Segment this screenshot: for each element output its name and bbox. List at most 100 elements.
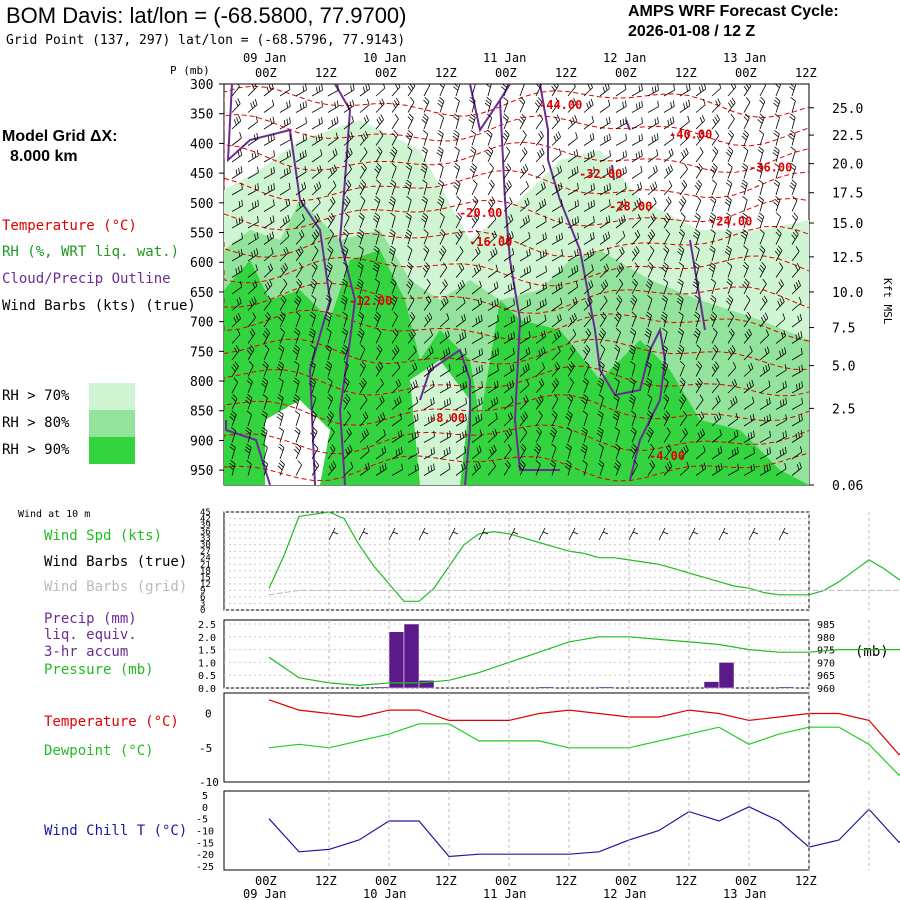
wind-barb <box>535 232 547 245</box>
wind-barb <box>311 84 323 97</box>
wind-barb <box>535 330 547 344</box>
time-label-bottom: 00Z <box>615 874 637 888</box>
wind-barb <box>503 379 515 394</box>
wind-barb <box>342 262 348 278</box>
wind-barb <box>231 313 241 328</box>
wind-barb <box>599 311 607 328</box>
wind-barb <box>711 429 722 443</box>
wind-barb <box>774 163 780 179</box>
wind-barb <box>439 430 451 443</box>
isotherm-line <box>224 141 809 174</box>
wind-barb <box>743 245 749 262</box>
wind-barb <box>598 443 604 460</box>
wind-barb <box>565 443 572 460</box>
wind-barb <box>647 294 653 311</box>
wind-barb <box>455 430 467 443</box>
wind-barb <box>567 149 579 163</box>
wind-barb <box>231 199 243 212</box>
wind-barb <box>247 166 259 179</box>
wind-barb <box>663 132 675 146</box>
wind-barb <box>727 84 737 97</box>
wind-barb <box>711 463 723 476</box>
wind-barb <box>791 330 803 344</box>
pressure-tick-label: 500 <box>190 197 213 212</box>
wind-barb <box>487 348 499 361</box>
wind-barb <box>647 213 656 229</box>
wind-barb <box>343 410 352 427</box>
wind-barb <box>677 344 685 361</box>
wind-barb <box>391 113 399 130</box>
time-label-bottom: 00Z <box>375 874 397 888</box>
time-label-top: 12Z <box>435 66 457 80</box>
wind-barb <box>311 165 322 179</box>
wind-barb <box>455 397 467 410</box>
wind-barb <box>791 462 802 476</box>
wind-tick-label: 15 <box>200 573 211 583</box>
wind-barb <box>439 397 451 410</box>
wind-barb <box>583 280 594 295</box>
wind-barb <box>407 113 414 130</box>
wind-barb <box>231 345 240 361</box>
wind-barb <box>343 444 353 460</box>
time-label-top: 00Z <box>255 66 277 80</box>
wind-barb <box>263 99 275 113</box>
wind-barb <box>519 214 530 229</box>
wind-barb <box>567 248 579 262</box>
wind-barb <box>471 179 478 196</box>
wind-barb <box>583 115 594 130</box>
wind-barb <box>247 98 258 113</box>
wind-barb <box>695 394 704 410</box>
surface-wind-barb <box>598 527 609 541</box>
wind-barb <box>580 443 588 460</box>
wind-barb <box>231 149 243 163</box>
wind-barb <box>503 298 515 311</box>
wind-barb <box>791 196 798 212</box>
wind-barb <box>327 461 337 476</box>
wind-barb <box>374 195 381 212</box>
precip-tick-label: 0.0 <box>198 684 216 695</box>
wind-barb <box>503 460 511 476</box>
wind-barb <box>694 212 701 229</box>
wind-barb <box>775 462 787 476</box>
wind-barb <box>727 97 736 113</box>
wind-barb <box>421 146 428 163</box>
wind-barb <box>711 361 720 377</box>
wind-barb <box>423 312 433 328</box>
wind-barb <box>631 133 643 146</box>
wind-barb <box>759 295 768 311</box>
wind-barb <box>260 426 268 443</box>
wind-barb <box>471 381 483 394</box>
wind-barb <box>583 199 595 212</box>
wind-barb <box>343 179 352 196</box>
wind-barb <box>359 98 370 113</box>
wind-barb <box>423 229 429 245</box>
wind-barb <box>470 129 476 146</box>
wind-barb <box>343 361 349 377</box>
wind-barb <box>391 163 397 179</box>
wind-barb <box>295 133 307 146</box>
wind-barb <box>551 97 560 113</box>
precip-bar <box>418 680 435 689</box>
wind-barb <box>631 262 639 278</box>
label-precip: Precip (mm) <box>44 611 137 627</box>
wind-barb <box>453 162 461 179</box>
page-title: BOM Davis: lat/lon = (-68.5800, 77.9700) <box>6 3 407 28</box>
altitude-tick-label: 20.0 <box>832 158 863 173</box>
time-label-top: 00Z <box>735 66 757 80</box>
cloud-outline <box>225 420 271 485</box>
wind-barb <box>503 411 513 427</box>
wind-barb <box>535 198 547 212</box>
wind-barb <box>535 249 547 262</box>
cloud-outline <box>334 84 357 485</box>
wind-barb <box>262 361 269 377</box>
wind-barb <box>471 429 483 443</box>
wind-barb <box>407 311 416 328</box>
wind-barb <box>327 427 335 443</box>
wind-barb <box>375 344 383 361</box>
wind-barb <box>743 362 754 377</box>
wind-barb <box>743 84 752 97</box>
wind-barb <box>311 229 320 245</box>
wind-barb <box>615 198 627 212</box>
